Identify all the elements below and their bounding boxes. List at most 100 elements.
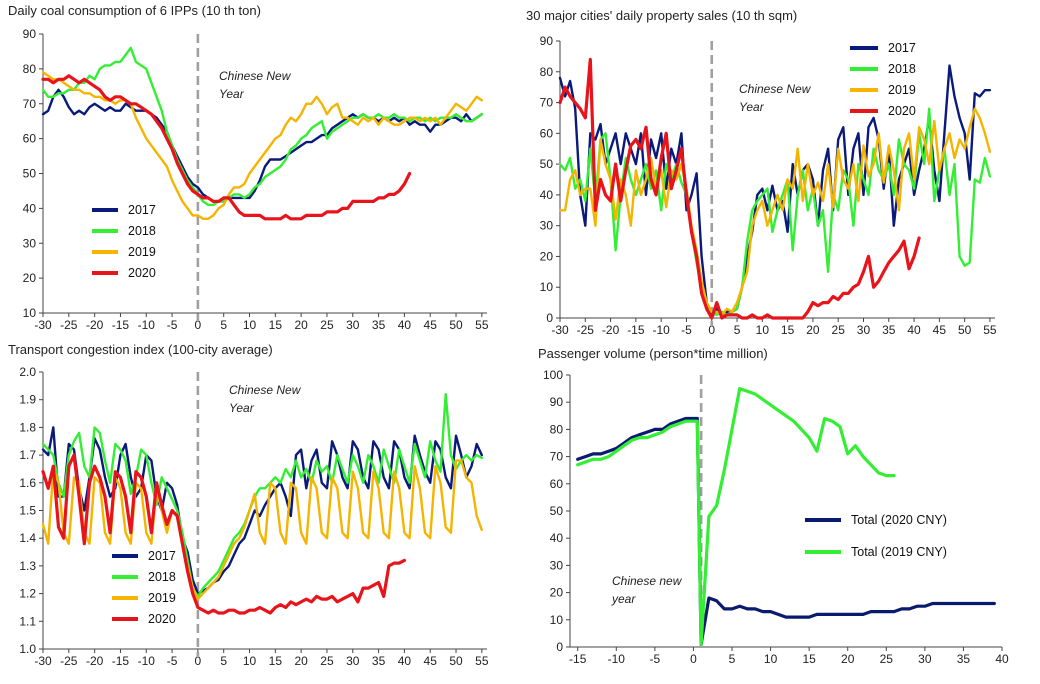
- x-tick-label: 20: [294, 654, 308, 668]
- y-tick-label: 70: [550, 450, 564, 464]
- series-line: [41, 74, 412, 221]
- y-tick-label: 50: [23, 167, 37, 181]
- legend-label: 2019: [888, 83, 916, 97]
- y-tick-label: 20: [540, 249, 554, 263]
- y-tick-label: 1.1: [19, 614, 36, 628]
- legend-label: 2018: [128, 224, 156, 238]
- cny-annotation-line: Chinese new: [612, 574, 683, 588]
- y-tick-label: 60: [23, 132, 37, 146]
- cny-annotation: Chinese new year: [611, 574, 683, 606]
- legend-label: Total (2020 CNY): [851, 513, 947, 527]
- cny-annotation-line: Year: [229, 401, 255, 415]
- x-tick-label: -20: [86, 654, 104, 668]
- chart-coal-consumption: Daily coal consumption of 6 IPPs (10 th …: [0, 0, 520, 342]
- x-tick-label: 35: [957, 652, 971, 666]
- y-tick-label: 1.9: [19, 393, 36, 407]
- y-tick-label: 40: [23, 201, 37, 215]
- x-tick-label: 10: [764, 652, 778, 666]
- y-tick-label: 0: [556, 640, 563, 654]
- x-tick-label: 25: [320, 654, 334, 668]
- x-tick-label: 0: [195, 654, 202, 668]
- series-line: [558, 57, 921, 320]
- x-tick-label: 30: [857, 323, 871, 337]
- x-tick-label: 45: [424, 654, 438, 668]
- y-tick-label: 90: [540, 34, 554, 48]
- y-tick-label: 100: [543, 368, 563, 382]
- y-tick-label: 10: [550, 613, 564, 627]
- y-tick-label: 1.2: [19, 587, 36, 601]
- legend-label: 2020: [148, 612, 176, 626]
- x-tick-label: 15: [269, 318, 283, 332]
- x-tick-label: 5: [220, 654, 227, 668]
- y-tick-label: 80: [540, 65, 554, 79]
- x-tick-label: 45: [424, 318, 438, 332]
- cny-annotation: Chinese New Year: [229, 383, 302, 415]
- y-tick-label: 90: [550, 395, 564, 409]
- y-tick-label: 70: [23, 97, 37, 111]
- chart-title: Transport congestion index (100-city ave…: [8, 342, 273, 357]
- series-line: [41, 71, 483, 220]
- cny-annotation-line: year: [611, 592, 636, 606]
- y-tick-label: 10: [540, 280, 554, 294]
- y-tick-label: 80: [550, 422, 564, 436]
- x-tick-label: 30: [346, 654, 360, 668]
- chart-congestion-index: Transport congestion index (100-city ave…: [0, 342, 520, 684]
- x-tick-label: -10: [652, 323, 670, 337]
- y-tick-label: 40: [550, 531, 564, 545]
- x-tick-label: 40: [398, 654, 412, 668]
- y-tick-label: 60: [550, 477, 564, 491]
- series-line: [41, 426, 483, 595]
- y-tick-label: 1.3: [19, 559, 36, 573]
- x-tick-label: -30: [551, 323, 569, 337]
- x-tick-label: 10: [756, 323, 770, 337]
- x-tick-label: 30: [346, 318, 360, 332]
- legend-label: 2017: [888, 41, 916, 55]
- cny-annotation: Chinese New Year: [739, 82, 812, 114]
- x-tick-label: 0: [690, 652, 697, 666]
- x-tick-label: -25: [60, 318, 78, 332]
- legend-label: 2020: [128, 266, 156, 280]
- series-line: [576, 387, 896, 646]
- y-tick-label: 60: [540, 126, 554, 140]
- y-tick-label: 1.0: [19, 642, 36, 656]
- chart-plot: 1.01.11.21.31.41.51.61.71.81.92.0-30 -25-…: [19, 365, 489, 668]
- x-tick-label: 15: [269, 654, 283, 668]
- cny-annotation-line: Chinese New: [219, 69, 292, 83]
- y-tick-label: 90: [23, 27, 37, 41]
- x-tick-label: -15: [627, 323, 645, 337]
- series-line: [41, 453, 406, 615]
- y-tick-label: 50: [540, 157, 554, 171]
- x-tick-label: 5: [729, 652, 736, 666]
- x-tick-label: 10: [243, 318, 257, 332]
- y-tick-label: 1.8: [19, 420, 36, 434]
- x-tick-label: 50: [958, 323, 972, 337]
- x-tick-label: -25: [577, 323, 595, 337]
- chart-passenger-volume: Passenger volume (person*time million) 0…: [520, 342, 1040, 684]
- x-tick-label: 15: [781, 323, 795, 337]
- x-tick-label: -20: [86, 318, 104, 332]
- cny-annotation-line: Chinese New: [739, 82, 812, 96]
- x-tick-label: 20: [294, 318, 308, 332]
- legend-label: 2019: [148, 591, 176, 605]
- legend-label: Total (2019 CNY): [851, 545, 947, 559]
- x-tick-label: 55: [475, 318, 489, 332]
- x-tick-label: 50: [449, 318, 463, 332]
- chart-plot: 0 10 20 30 40 50 60 70 80 90 100 -15 -10 -5 0 5 10 15 20 25…: [543, 368, 1009, 666]
- legend-label: 2018: [888, 62, 916, 76]
- y-tick-label: 50: [550, 504, 564, 518]
- x-tick-label: 40: [995, 652, 1009, 666]
- x-tick-label: 5: [734, 323, 741, 337]
- legend-label: 2020: [888, 104, 916, 118]
- y-tick-label: 20: [550, 586, 564, 600]
- x-tick-label: -10: [138, 318, 156, 332]
- series-line: [41, 88, 483, 203]
- x-tick-label: 35: [372, 654, 386, 668]
- x-tick-label: 50: [449, 654, 463, 668]
- y-tick-label: 1.6: [19, 476, 36, 490]
- chart-title: 30 major cities' daily property sales (1…: [526, 8, 798, 23]
- x-tick-label: 20: [841, 652, 855, 666]
- y-tick-label: 70: [540, 96, 554, 110]
- x-tick-label: -15: [112, 318, 130, 332]
- y-tick-label: 20: [23, 271, 37, 285]
- legend-label: 2018: [148, 570, 176, 584]
